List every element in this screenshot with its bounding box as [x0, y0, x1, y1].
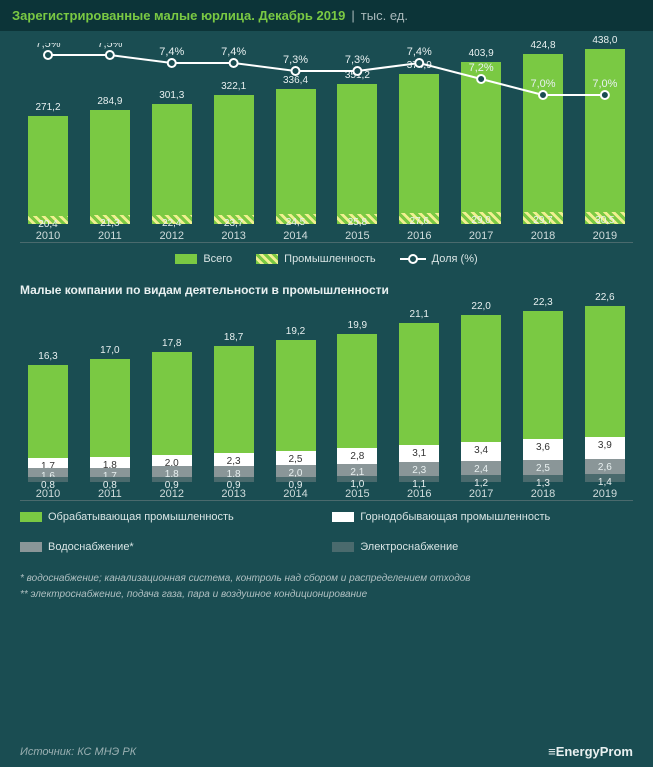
header-bar: Зарегистрированные малые юрлица. Декабрь…	[0, 0, 653, 31]
chart2-col: 22,63,92,61,42019	[577, 306, 633, 500]
legend-electricity: Электроснабжение	[332, 541, 626, 553]
legend-electricity-label: Электроснабжение	[360, 541, 458, 553]
source-text: Источник: КС МНЭ РК	[20, 746, 136, 758]
chart2-legend: Обрабатывающая промышленность Горнодобыв…	[20, 511, 633, 553]
legend-share-label: Доля (%)	[432, 253, 478, 265]
swatch-manufacturing	[20, 512, 42, 522]
footer: Источник: КС МНЭ РК ≡EnergyProm	[20, 744, 633, 759]
chart-title: Зарегистрированные малые юрлица. Декабрь…	[12, 8, 345, 23]
legend-share: Доля (%)	[400, 253, 478, 265]
chart1-col: 336,424,52014	[268, 89, 324, 242]
swatch-industry	[256, 254, 278, 264]
legend-manufacturing-label: Обрабатывающая промышленность	[48, 511, 234, 523]
chart2-subtitle: Малые компании по видам деятельности в п…	[20, 283, 633, 297]
legend-total-label: Всего	[203, 253, 232, 265]
chart2-col: 22,03,42,41,22017	[453, 315, 509, 500]
legend-industry: Промышленность	[256, 253, 376, 265]
footnote-1: * водоснабжение; канализационная система…	[20, 571, 633, 587]
chart2-col: 21,13,12,31,12016	[391, 323, 447, 500]
swatch-total	[175, 254, 197, 264]
chart2-col: 16,31,71,60,82010	[20, 365, 76, 500]
chart1-col: 271,220,42010	[20, 116, 76, 242]
legend-mining: Горнодобывающая промышленность	[332, 511, 626, 523]
chart1-legend: Всего Промышленность Доля (%)	[0, 253, 653, 265]
chart1-col: 322,123,72013	[206, 95, 262, 242]
legend-mining-label: Горнодобывающая промышленность	[360, 511, 550, 523]
swatch-mining	[332, 512, 354, 522]
chart2-col: 17,01,81,70,82011	[82, 359, 138, 500]
footnote-2: ** электроснабжение, подача газа, пара и…	[20, 587, 633, 603]
logo-icon: ≡	[548, 744, 556, 759]
chart1-col: 301,322,42012	[144, 104, 200, 243]
chart2-col: 18,72,31,80,92013	[206, 346, 262, 500]
chart1-col: 438,030,52019	[577, 49, 633, 242]
logo: ≡EnergyProm	[548, 744, 633, 759]
chart2-col: 19,92,82,11,02015	[329, 334, 385, 501]
chart1-col: 351,225,82015	[329, 84, 385, 242]
chart2-area: 16,31,71,60,8201017,01,81,70,8201117,82,…	[20, 311, 633, 501]
legend-total: Всего	[175, 253, 232, 265]
legend-industry-label: Промышленность	[284, 253, 376, 265]
chart2-col: 19,22,52,00,92014	[268, 340, 324, 500]
title-separator: |	[351, 8, 354, 23]
swatch-share	[400, 253, 426, 265]
legend-water: Водоснабжение*	[20, 541, 314, 553]
chart1-area: 271,220,42010284,921,32011301,322,420123…	[20, 43, 633, 243]
logo-text: EnergyProm	[556, 744, 633, 759]
swatch-electricity	[332, 542, 354, 552]
chart1-bars: 271,220,42010284,921,32011301,322,420123…	[20, 43, 633, 243]
chart1-col: 374,927,62016	[391, 74, 447, 242]
legend-water-label: Водоснабжение*	[48, 541, 134, 553]
chart-unit: тыс. ед.	[361, 8, 408, 23]
footnotes: * водоснабжение; канализационная система…	[20, 571, 633, 603]
chart1-col: 424,829,72018	[515, 54, 571, 242]
chart1-col: 284,921,32011	[82, 110, 138, 242]
legend-manufacturing: Обрабатывающая промышленность	[20, 511, 314, 523]
swatch-water	[20, 542, 42, 552]
chart2-col: 22,33,62,51,32018	[515, 311, 571, 500]
chart2-col: 17,82,01,80,92012	[144, 352, 200, 500]
chart2-bars: 16,31,71,60,8201017,01,81,70,8201117,82,…	[20, 311, 633, 501]
chart1-col: 403,929,02017	[453, 62, 509, 242]
